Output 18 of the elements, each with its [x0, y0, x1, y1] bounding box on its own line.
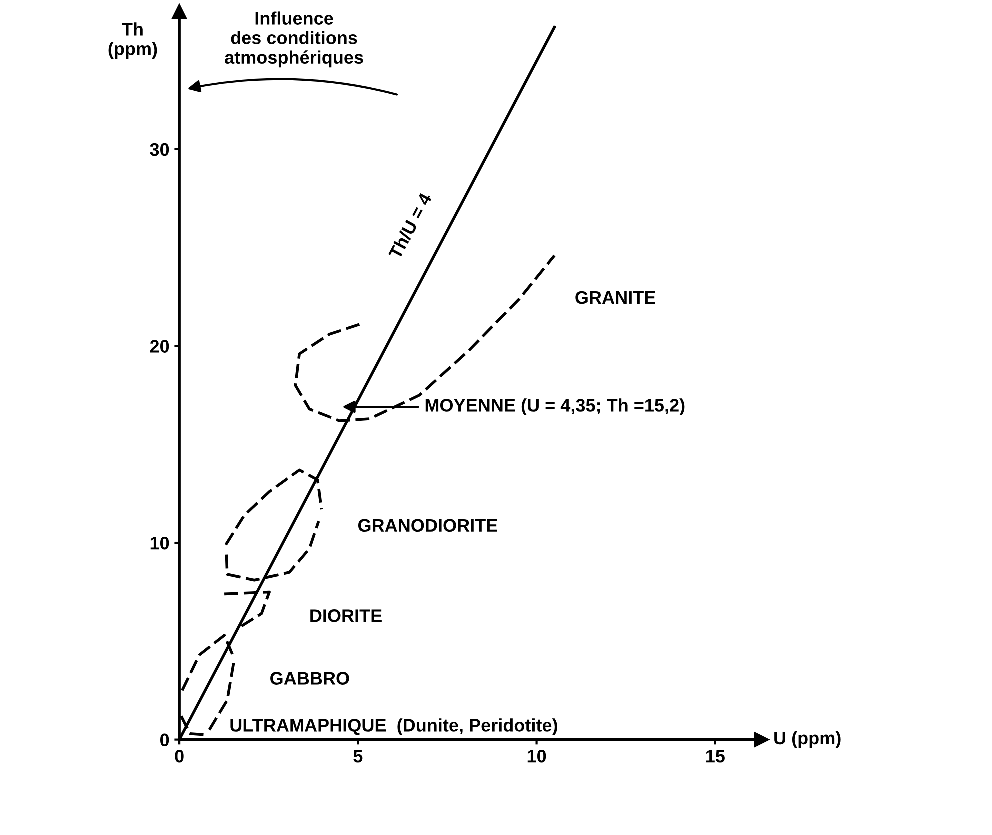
- annotation: Influence des conditions atmosphériques: [225, 12, 364, 68]
- x-tick-label: 15: [706, 750, 725, 763]
- annotation: MOYENNE (U = 4,35; Th =15,2): [426, 398, 685, 416]
- y-tick-label: 0: [160, 734, 170, 747]
- annotation: GRANITE: [576, 291, 656, 304]
- text: Th/U = 4: [388, 192, 433, 260]
- x-tick-label: 10: [528, 750, 546, 763]
- annotation: GRANODIORITE: [358, 519, 498, 532]
- y-tick-label: 30: [150, 143, 170, 156]
- y-axis-title: Th (ppm): [108, 22, 158, 59]
- y-tick-label: 10: [150, 536, 170, 550]
- x-tick-label: 5: [354, 750, 363, 763]
- x-tick-label: 0: [175, 750, 184, 763]
- x-axis-title: U (ppm): [774, 731, 841, 748]
- annotation: GABBRO: [270, 672, 350, 685]
- annotation: DIORITE: [310, 610, 382, 622]
- y-tick-label: 20: [150, 340, 170, 353]
- annotation: ULTRAMAPHIQUE (Dunite, Peridotite): [230, 718, 558, 736]
